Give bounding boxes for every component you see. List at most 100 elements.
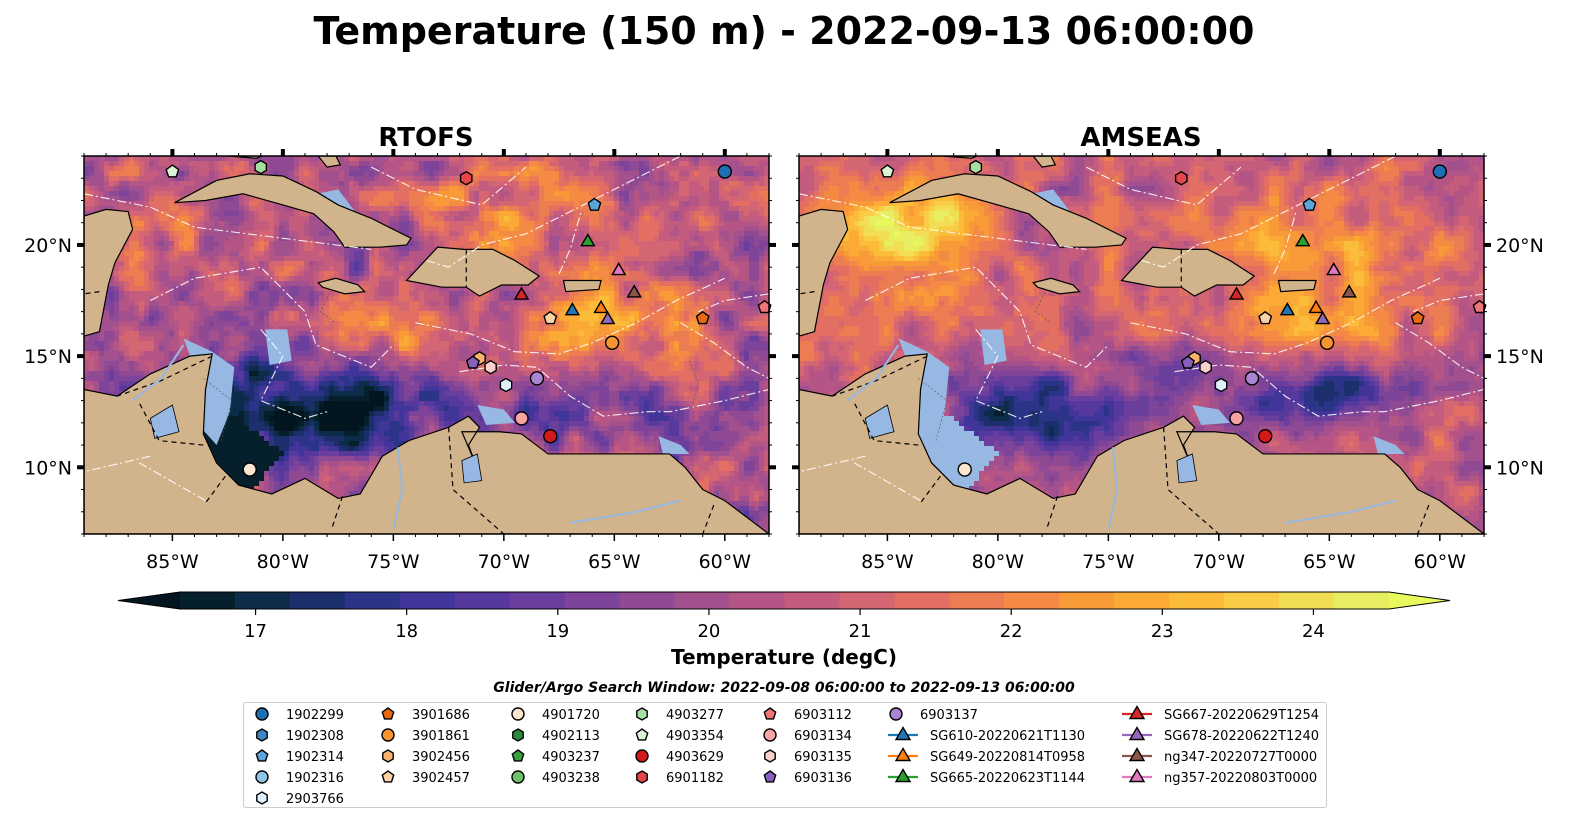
platform-marker-1902299 — [1432, 164, 1448, 179]
x-tick-label: 65°W — [588, 551, 641, 573]
legend-marker — [381, 770, 395, 783]
legend-label: ng357-20220803T0000 — [1164, 771, 1317, 786]
colorbar-segment — [399, 592, 456, 609]
colorbar-label: Temperature (degC) — [671, 645, 897, 669]
colorbar-outline — [117, 591, 1451, 610]
colorbar-segment — [1334, 592, 1390, 609]
legend-marker — [512, 728, 524, 742]
legend-label: 1902314 — [286, 750, 344, 765]
platform-marker-4903277 — [254, 159, 268, 175]
colorbar-tick-label: 24 — [1302, 621, 1325, 642]
platform-markers-rtofs — [165, 159, 772, 477]
platform-marker-SG678-20220622T1240 — [599, 310, 616, 325]
legend-label: ng347-20220727T0000 — [1164, 750, 1317, 765]
colorbar-segment — [1114, 592, 1170, 609]
legend-marker — [255, 749, 269, 762]
panel-title-amseas: AMSEAS — [1080, 123, 1201, 153]
platform-marker-6903134 — [1229, 411, 1244, 426]
x-tick-label: 65°W — [1303, 551, 1356, 573]
legend-label: 6901182 — [666, 771, 724, 786]
platform-marker-SG649-20220814T0958 — [1308, 299, 1324, 314]
colorbar-segment — [894, 592, 950, 609]
platform-marker-4903629 — [543, 428, 558, 444]
colorbar-segment — [619, 592, 676, 609]
legend-label: 4902113 — [542, 729, 600, 744]
legend-entry: 6903136 — [763, 770, 852, 786]
legend-label: 4903237 — [542, 750, 600, 765]
legend-marker — [255, 770, 269, 784]
legend-marker — [763, 770, 777, 783]
legend-marker — [635, 749, 649, 763]
platform-marker-6903135 — [1199, 359, 1212, 375]
colorbar-segment — [1224, 592, 1280, 609]
platform-marker-3902457 — [543, 310, 558, 325]
legend-entry: SG678-20220622T1240 — [1122, 726, 1319, 744]
platform-marker-4903629 — [1258, 428, 1273, 444]
platform-marker-SG610-20220621T1130 — [1279, 301, 1296, 316]
ticks-rtofs: 85°W 80°W 75°W 70°W 65°W 60°W 10°N 15°N 20°N — [24, 149, 776, 573]
platform-marker-6903137 — [1244, 371, 1260, 386]
platform-marker-2903766 — [1214, 377, 1228, 393]
platform-marker-6903136 — [1180, 355, 1195, 369]
legend-entry: 4903354 — [635, 728, 724, 744]
legend-label: SG649-20220814T0958 — [930, 750, 1085, 765]
land-layer-amseas — [799, 156, 1484, 534]
colorbar-segment — [729, 592, 785, 609]
platform-marker-3901686 — [695, 310, 710, 325]
legend-label: 3902457 — [412, 771, 470, 786]
legend-entry: 1902314 — [255, 749, 344, 765]
legend-marker — [511, 749, 525, 762]
y-tick-label: 15°N — [1496, 346, 1544, 368]
legend-marker — [889, 707, 903, 721]
legend-entry: ng347-20220727T0000 — [1122, 747, 1317, 765]
colorbar-segment — [1279, 592, 1335, 609]
legend-label: 6903135 — [794, 750, 852, 765]
legend-marker — [1128, 705, 1146, 720]
legend-entry: 1902299 — [255, 707, 344, 723]
colorbar-segment — [1004, 592, 1060, 609]
legend-label: SG665-20220623T1144 — [930, 771, 1085, 786]
platform-marker-SG610-20220621T1130 — [564, 301, 581, 316]
legend-label: 1902308 — [286, 729, 344, 744]
x-tick-label: 60°W — [699, 551, 752, 573]
legend-marker — [894, 768, 912, 783]
x-tick-label: 80°W — [257, 551, 310, 573]
colorbar-segment — [180, 592, 236, 609]
colorbar-tick-label: 23 — [1151, 621, 1174, 642]
legend-marker — [635, 728, 649, 741]
legend-entries: 1902299 1902308 1902314 1902316 2903766 39016… — [255, 705, 1319, 807]
legend-entry: 2903766 — [256, 791, 344, 807]
legend-entry: 3901861 — [381, 728, 470, 744]
platform-marker-6903135 — [484, 359, 497, 375]
colorbar-tick-label: 22 — [1000, 621, 1023, 642]
colorbar-segment — [234, 592, 291, 609]
platform-marker-SG667-20220629T1254 — [1228, 286, 1245, 300]
legend-marker — [764, 749, 776, 763]
legend-label: 4903354 — [666, 729, 724, 744]
legend-title: Glider/Argo Search Window: 2022-09-08 06… — [493, 680, 1075, 696]
legend-entry: 3901686 — [381, 707, 470, 723]
legend-label: 1902316 — [286, 771, 344, 786]
colorbar-tick-label: 17 — [244, 621, 267, 642]
legend-entry: SG667-20220629T1254 — [1122, 705, 1319, 723]
legend-entry: 6903137 — [889, 707, 978, 723]
legend-marker — [636, 770, 648, 784]
legend-entry: 6901182 — [636, 770, 724, 786]
legend-entry: 4903277 — [636, 707, 724, 723]
colorbar-segment — [1169, 592, 1225, 609]
legend-entry: 6903135 — [764, 749, 852, 765]
platform-markers-amseas — [880, 159, 1487, 477]
legend-entry: 6903112 — [763, 707, 852, 723]
legend-label: 4903277 — [666, 708, 724, 723]
figure-title: Temperature (150 m) - 2022-09-13 06:00:0… — [313, 9, 1254, 53]
legend-entry: 3902456 — [382, 749, 470, 765]
platform-marker-1902314 — [1302, 197, 1317, 211]
y-tick-label: 10°N — [24, 457, 72, 479]
colorbar-segment — [1059, 592, 1115, 609]
legend-entry: 6903134 — [763, 728, 852, 744]
legend-marker — [894, 747, 912, 762]
legend-label: SG667-20220629T1254 — [1164, 708, 1319, 723]
platform-marker-6901182 — [459, 170, 473, 186]
legend-label: 6903136 — [794, 771, 852, 786]
